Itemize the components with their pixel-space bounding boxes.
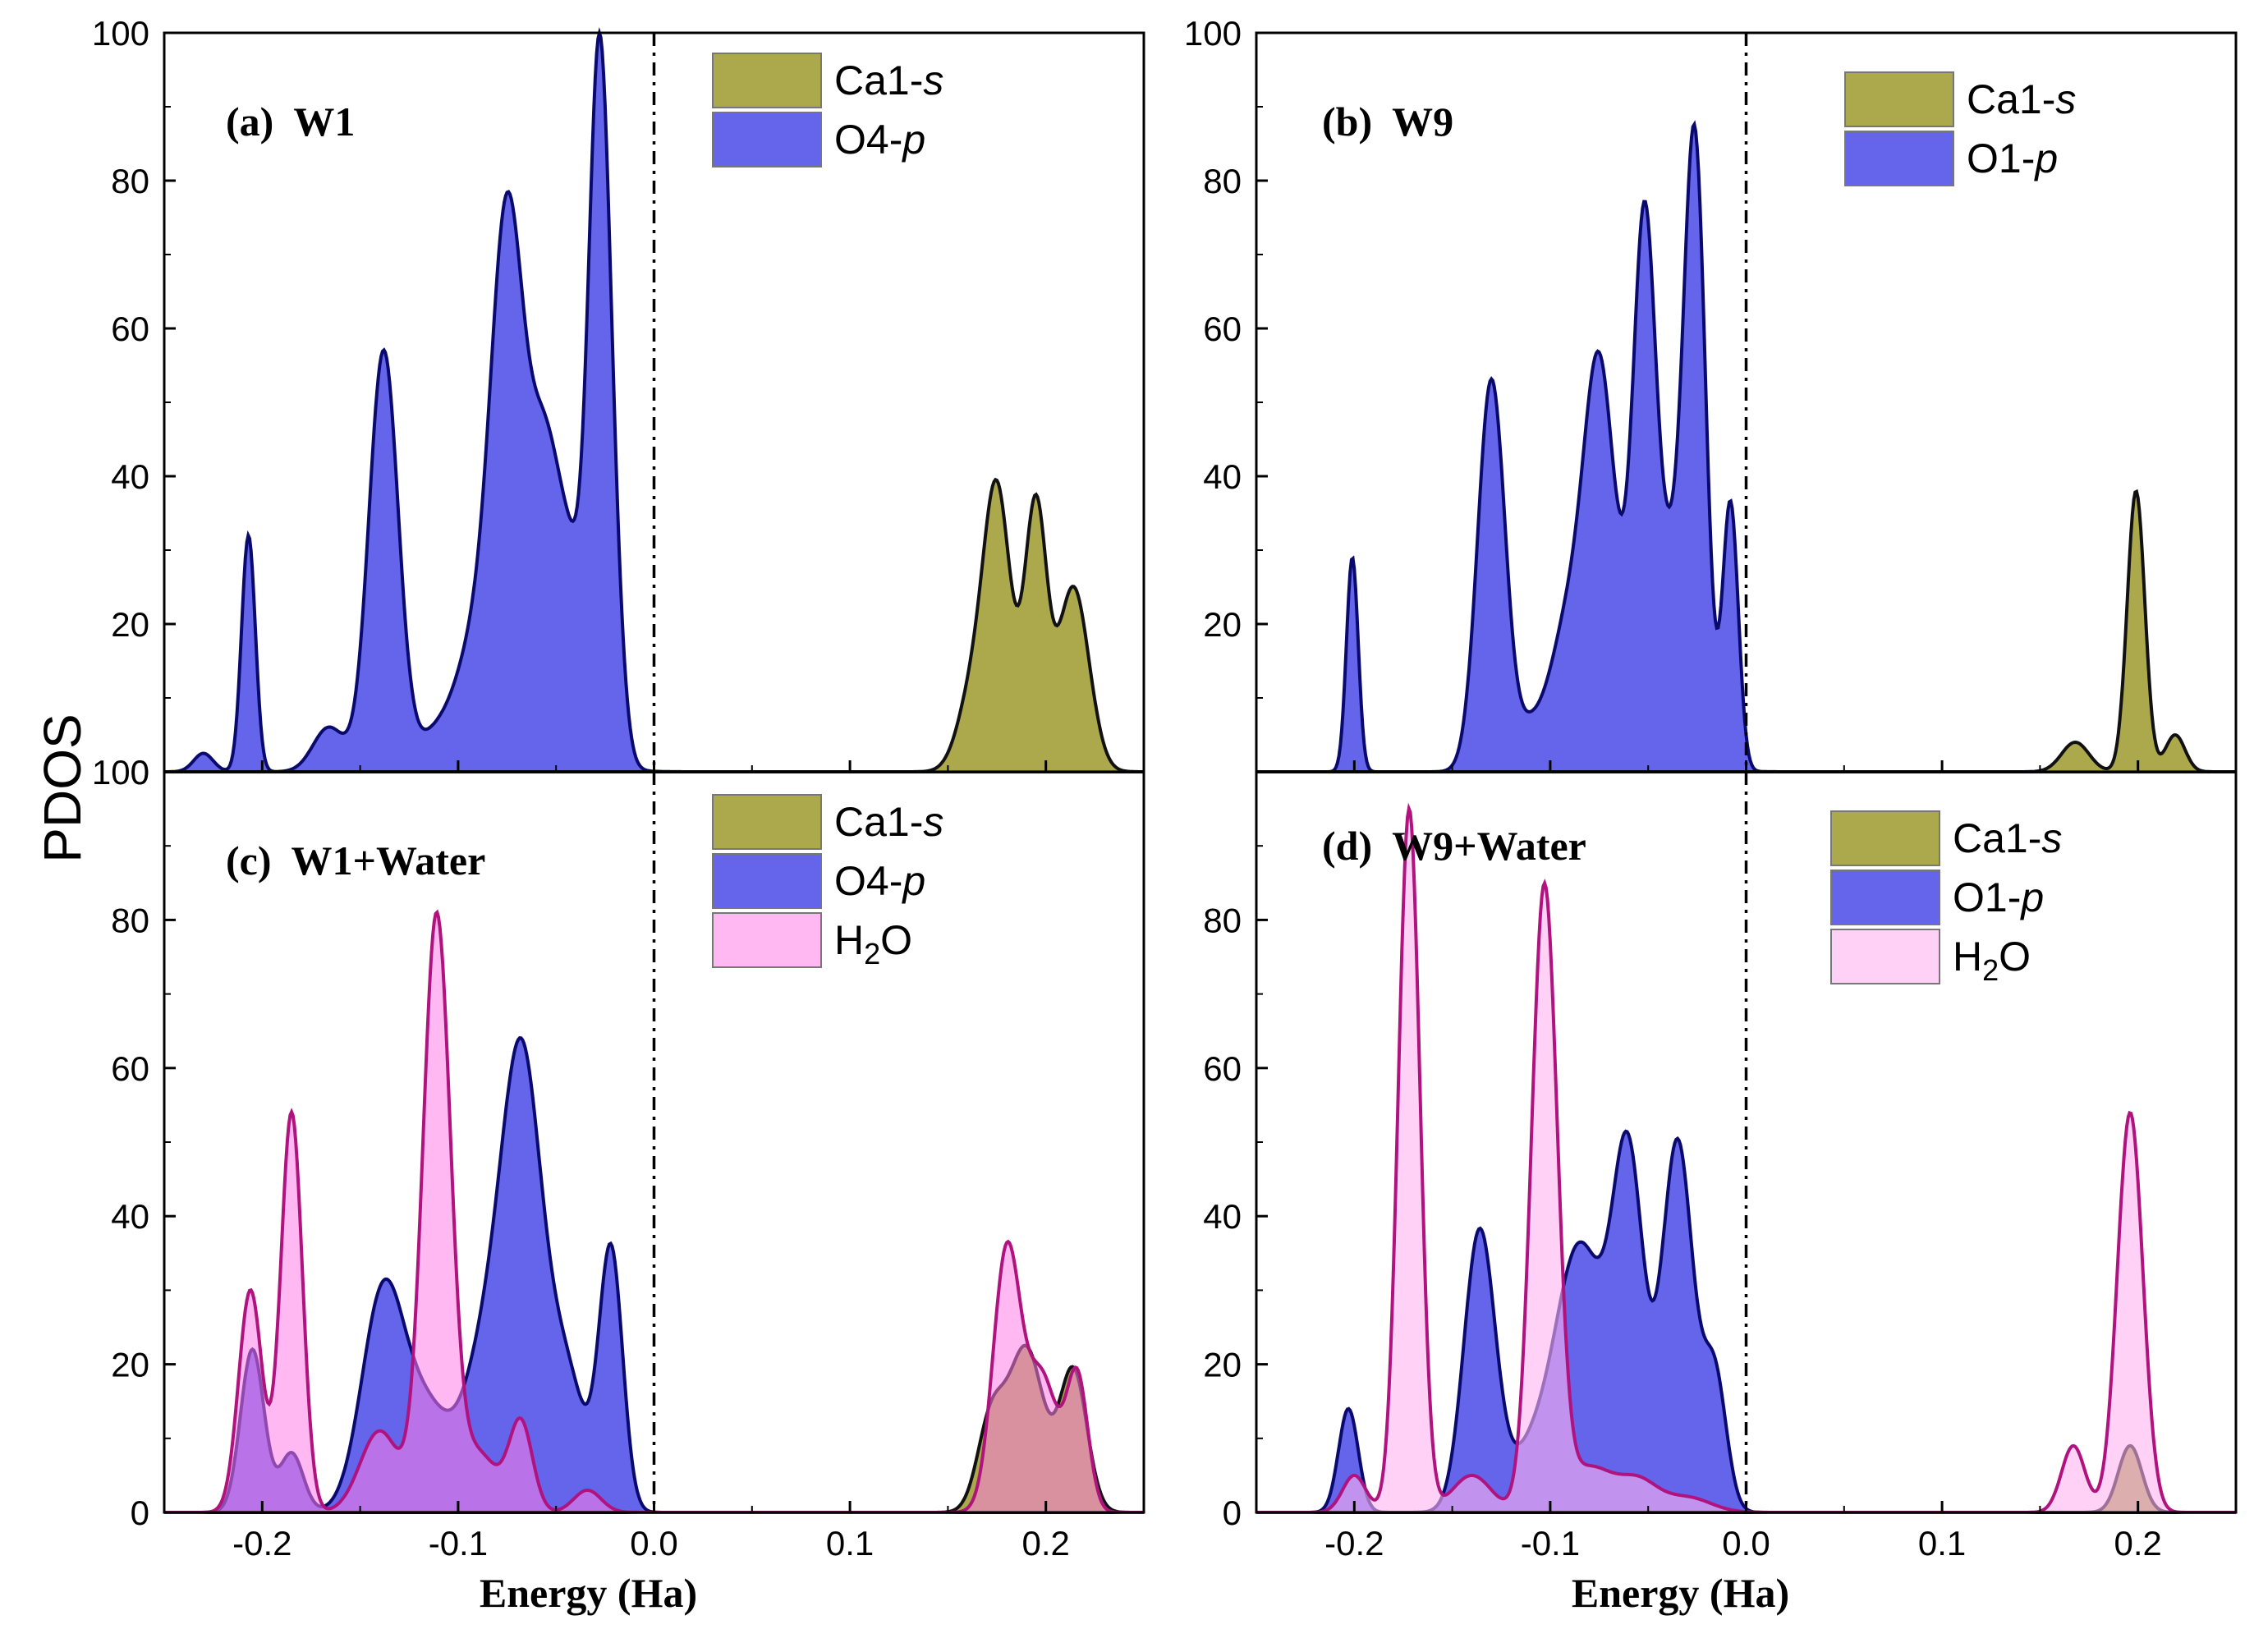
legend-swatch [712,912,822,968]
y-tick-label: 60 [111,310,149,348]
x-tick-label: -0.1 [429,1524,488,1563]
y-tick-label: 60 [111,1049,149,1088]
legend-swatch [1844,131,1954,186]
legend-label: Ca1-s [834,57,943,103]
legend-swatch [712,53,822,108]
panel-title-name: W9 [1392,99,1453,145]
x-tick-label: 0.1 [1918,1524,1966,1563]
y-tick-label: 80 [1203,901,1242,939]
y-tick-label: 60 [1203,1049,1242,1088]
y-tick-label: 40 [111,457,149,496]
panel-a: 0 20 40 60 80 100 (a) W1 Ca1-s O4-p [92,14,1145,792]
panel-title-label: (c) [226,837,272,883]
x-tick-label: -0.2 [232,1524,292,1563]
legend-swatch [712,853,822,909]
y-tick-label: 20 [111,605,149,644]
legend-swatch [1830,870,1940,925]
x-tick-label: 0.2 [1022,1524,1070,1563]
panel-b: 20 40 60 80 100 (b) W9 Ca1-s O1-p [1184,14,2238,773]
panel-c: 0 20 40 60 80 100 -0.2 -0.1 0.0 0.1 0.2 Energy (Ha)… [92,753,1145,1616]
y-tick-label: 80 [111,162,149,200]
y-tick-label: 60 [1203,310,1242,348]
legend-label: H2O [1953,934,2031,987]
x-tick-label: 0.2 [2114,1524,2162,1563]
series-area-h2o [1256,809,2236,1512]
panel-title: (d) W9+Water [1322,823,1586,869]
panel-title: (b) W9 [1322,99,1453,145]
legend-swatch [1830,810,1940,866]
panel-title: (c) W1+Water [226,837,485,883]
legend-label: Ca1-s [834,799,943,845]
y-tick-label: 0 [131,753,149,792]
legend-label: H2O [834,917,912,971]
panel-title: (a) W1 [226,99,355,145]
legend-label: Ca1-s [1953,815,2062,861]
y-tick-label: 80 [1203,162,1242,200]
y-tick-label: 20 [1203,605,1242,644]
x-tick-label: -0.2 [1324,1524,1384,1563]
x-axis-title: Energy (Ha) [480,1570,697,1616]
x-axis-title: Energy (Ha) [1572,1570,1789,1616]
x-tick-label: 0.1 [826,1524,874,1563]
legend-label: O1-p [1953,874,2044,920]
panel-title-name: W9+Water [1392,823,1586,869]
legend-swatch [1830,929,1940,984]
legend-swatch [712,112,822,167]
legend-label: O1-p [1967,135,2058,181]
y-tick-label: 100 [1184,14,1242,53]
y-tick-label: 100 [92,753,149,792]
x-tick-label: -0.1 [1521,1524,1580,1563]
y-tick-label: 0 [131,1494,149,1532]
y-axis-label: PDOS [33,714,92,862]
legend-swatch [712,794,822,850]
series-area-ca1-s [1256,491,2236,772]
legend-swatch [1844,71,1954,127]
legend-label: Ca1-s [1967,76,2076,122]
y-tick-label: 20 [1203,1346,1242,1384]
x-tick-label: 0.0 [630,1524,677,1563]
y-tick-label: 100 [92,14,149,53]
series-area-o1-p [1256,1131,2236,1512]
y-tick-label: 80 [111,901,149,939]
legend-label: O4-p [834,858,925,904]
legend-label: O4-p [834,117,925,163]
panel-d: 0 20 40 60 80 -0.2 -0.1 0.0 0.1 0.2 Energy (Ha) (d)… [1203,770,2238,1616]
panel-title-name: W1+Water [292,837,486,883]
panel-title-name: W1 [293,99,355,145]
panel-title-label: (a) [226,99,273,145]
series-area-ca1-s [164,480,1144,772]
y-tick-label: 20 [111,1346,149,1384]
y-tick-label: 40 [111,1197,149,1236]
y-tick-label: 0 [1223,1494,1242,1532]
panel-title-label: (b) [1322,99,1372,145]
panels: 0 20 40 60 80 100 (a) W1 Ca1-s O4-p 20 40 60 80 100 (b)… [92,14,2238,1616]
x-tick-label: 0.0 [1722,1524,1770,1563]
series-area-o1-p [1256,124,2236,773]
y-tick-label: 40 [1203,1197,1242,1236]
panel-title-label: (d) [1322,823,1372,869]
series-area-h2o [164,912,1144,1512]
y-tick-label: 40 [1203,457,1242,496]
